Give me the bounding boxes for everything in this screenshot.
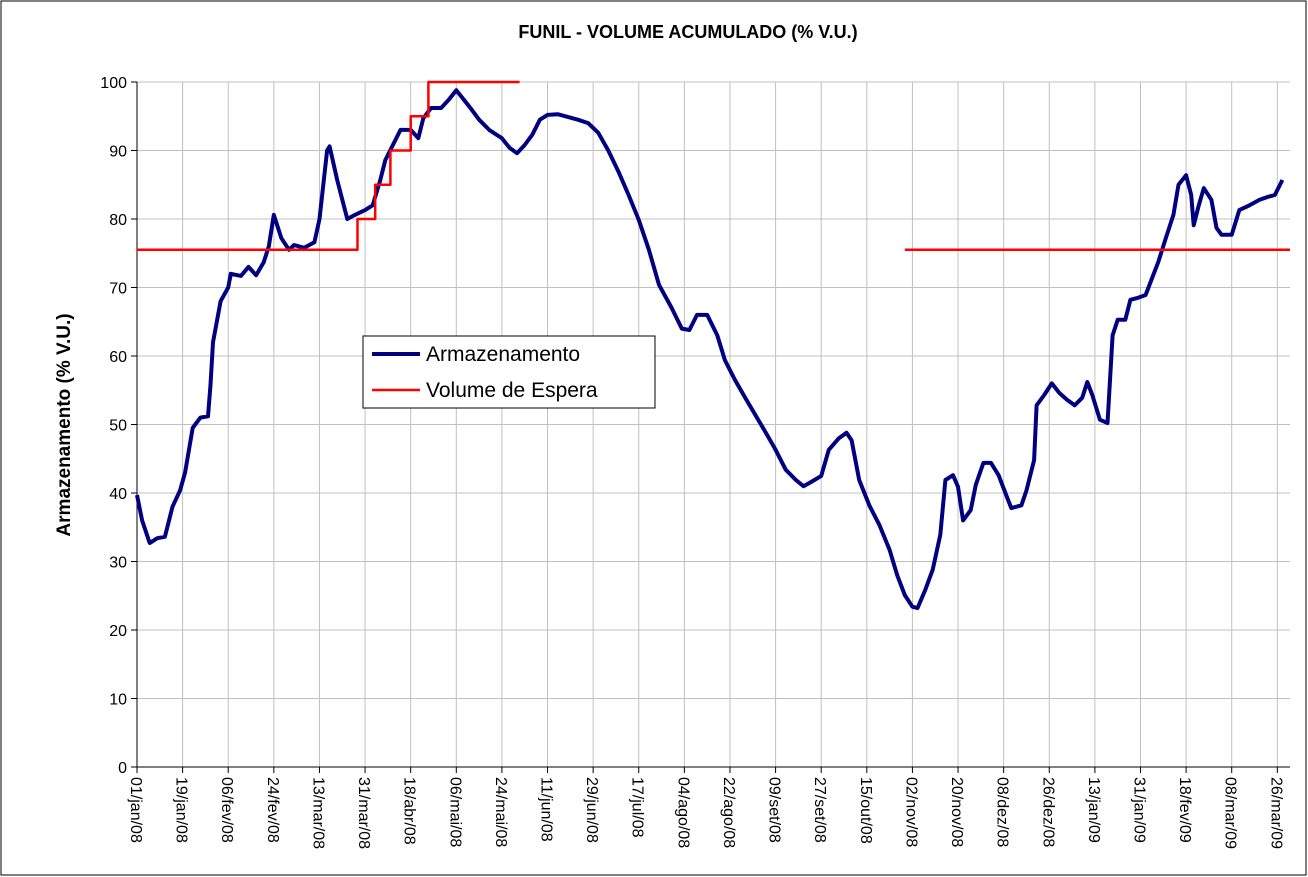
y-tick-label: 50 [109, 418, 127, 435]
y-tick-label: 80 [109, 212, 127, 229]
x-tick-label: 15/out/08 [857, 777, 874, 844]
x-tick-label: 22/ago/08 [720, 777, 737, 848]
x-tick-label: 27/set/08 [811, 777, 828, 843]
x-tick-label: 11/jun/08 [538, 777, 555, 842]
x-tick-label: 08/mar/09 [1222, 777, 1239, 849]
x-tick-label: 26/dez/08 [1039, 777, 1056, 847]
x-tick-label: 26/mar/09 [1267, 777, 1284, 849]
y-tick-label: 30 [109, 555, 127, 572]
x-tick-label: 24/mai/08 [492, 777, 509, 847]
chart-title: FUNIL - VOLUME ACUMULADO (% V.U.) [518, 22, 857, 42]
series-line [135, 88, 1285, 611]
y-tick-label: 40 [109, 486, 127, 503]
y-tick-label: 90 [109, 144, 127, 161]
y-tick-label: 20 [109, 623, 127, 640]
x-tick-label: 04/ago/08 [674, 777, 691, 848]
x-tick-label: 18/fev/09 [1176, 777, 1193, 843]
y-tick-label: 10 [109, 692, 127, 709]
y-tick-label: 0 [118, 760, 127, 777]
x-tick-label: 31/jan/09 [1130, 777, 1147, 843]
x-tick-label: 17/jul/08 [629, 777, 646, 838]
x-tick-label: 20/nov/08 [948, 777, 965, 847]
legend-label: Armazenamento [426, 343, 580, 366]
x-tick-label: 19/jan/08 [173, 777, 190, 843]
y-axis-label: Armazenamento (% V.U.) [54, 313, 75, 536]
x-tick-label: 08/dez/08 [994, 777, 1011, 847]
x-tick-label: 01/jan/08 [127, 777, 144, 843]
y-tick-label: 100 [100, 75, 127, 92]
y-tick-label: 70 [109, 281, 127, 298]
x-tick-label: 13/jan/09 [1085, 777, 1102, 843]
x-tick-label: 13/mar/08 [309, 777, 326, 849]
x-tick-label: 09/set/08 [766, 777, 783, 843]
x-tick-label: 02/nov/08 [902, 777, 919, 847]
x-tick-label: 06/fev/08 [218, 777, 235, 843]
y-tick-label: 60 [109, 349, 127, 366]
legend-label: Volume de Espera [426, 379, 598, 402]
x-tick-label: 06/mai/08 [446, 777, 463, 847]
series-line [137, 80, 520, 252]
x-tick-label: 18/abr/08 [401, 777, 418, 845]
x-tick-label: 24/fev/08 [264, 777, 281, 843]
legend-box [362, 335, 656, 409]
x-tick-label: 31/mar/08 [355, 777, 372, 849]
x-tick-label: 29/jun/08 [583, 777, 600, 843]
